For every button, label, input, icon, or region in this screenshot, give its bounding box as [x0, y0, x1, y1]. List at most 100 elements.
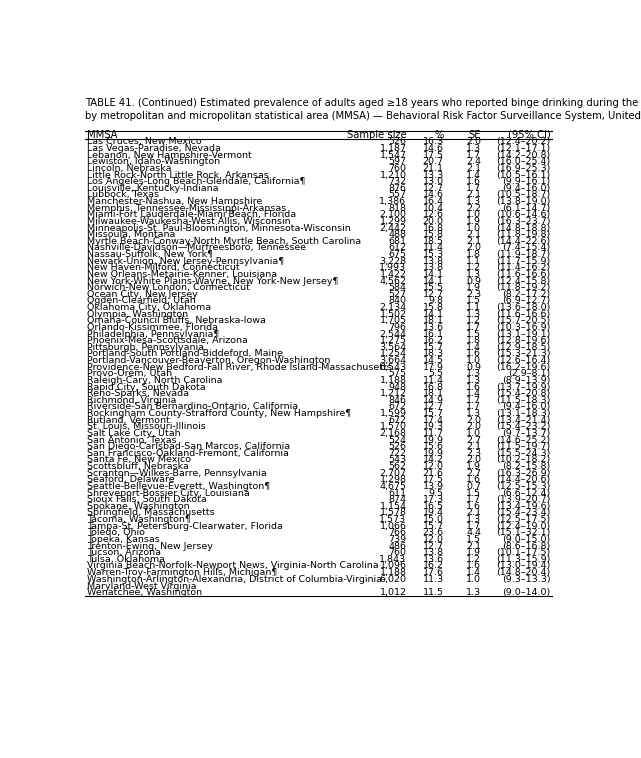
Text: 1,187: 1,187: [379, 144, 406, 153]
Text: Spokane, Washington: Spokane, Washington: [87, 502, 189, 511]
Text: (8.9–13.9): (8.9–13.9): [502, 376, 551, 385]
Text: (16.3–26.9): (16.3–26.9): [496, 468, 551, 478]
Text: 1.7: 1.7: [466, 402, 481, 412]
Text: (12.9–18.5): (12.9–18.5): [496, 343, 551, 352]
Text: 1,502: 1,502: [379, 310, 406, 318]
Text: Providence-New Bedford-Fall River, Rhode Island-Massachusetts: Providence-New Bedford-Fall River, Rhode…: [87, 362, 392, 371]
Text: (9.4–16.0): (9.4–16.0): [503, 402, 551, 412]
Text: 1.2: 1.2: [466, 316, 481, 325]
Text: 672: 672: [388, 415, 406, 424]
Text: 13.8: 13.8: [422, 548, 444, 557]
Text: 948: 948: [388, 383, 406, 392]
Text: 732: 732: [388, 177, 406, 186]
Text: 2.1: 2.1: [466, 541, 481, 550]
Text: 2.1: 2.1: [466, 236, 481, 246]
Text: 1.7: 1.7: [466, 396, 481, 405]
Text: 6,543: 6,543: [379, 362, 406, 371]
Text: Scottsbluff, Nebraska: Scottsbluff, Nebraska: [87, 462, 188, 471]
Text: by metropolitan and micropolitan statistical area (MMSA) — Behavioral Risk Facto: by metropolitan and micropolitan statist…: [85, 111, 641, 121]
Text: Omaha-Council Bluffs, Nebraska-Iowa: Omaha-Council Bluffs, Nebraska-Iowa: [87, 316, 265, 325]
Text: Rapid City, South Dakota: Rapid City, South Dakota: [87, 383, 205, 392]
Text: 722: 722: [388, 449, 406, 458]
Text: Lubbock, Texas: Lubbock, Texas: [87, 190, 158, 199]
Text: 1.5: 1.5: [466, 488, 481, 497]
Text: 1.3: 1.3: [466, 197, 481, 206]
Text: 1.0: 1.0: [466, 429, 481, 438]
Text: 1.3: 1.3: [466, 270, 481, 279]
Text: 16.8: 16.8: [423, 224, 444, 233]
Text: 14.6: 14.6: [423, 144, 444, 153]
Text: 20.0: 20.0: [423, 217, 444, 226]
Text: 876: 876: [388, 183, 406, 193]
Text: 584: 584: [388, 283, 406, 292]
Text: 13.8: 13.8: [422, 257, 444, 265]
Text: San Francisco-Oakland-Fremont, California: San Francisco-Oakland-Fremont, Californi…: [87, 449, 288, 458]
Text: Las Cruces, New Mexico: Las Cruces, New Mexico: [87, 137, 201, 146]
Text: Washington-Arlington-Alexandria, District of Columbia-Virginia-: Washington-Arlington-Alexandria, Distric…: [87, 575, 385, 584]
Text: (13.1–19.1): (13.1–19.1): [496, 330, 551, 339]
Text: (14.2–20.8): (14.2–20.8): [496, 151, 551, 160]
Text: 1.6: 1.6: [466, 502, 481, 511]
Text: (16.2–19.6): (16.2–19.6): [496, 362, 551, 371]
Text: 486: 486: [388, 541, 406, 550]
Text: 1.6: 1.6: [466, 177, 481, 186]
Text: MMSA: MMSA: [87, 130, 117, 139]
Text: 2.7: 2.7: [466, 468, 481, 478]
Text: 15.6: 15.6: [423, 442, 444, 451]
Text: 16.4: 16.4: [423, 197, 444, 206]
Text: (11.7–15.9): (11.7–15.9): [496, 257, 551, 265]
Text: Olympia, Washington: Olympia, Washington: [87, 310, 188, 318]
Text: (15.3–21.3): (15.3–21.3): [496, 349, 551, 359]
Text: 2.0: 2.0: [466, 456, 481, 465]
Text: 575: 575: [388, 369, 406, 378]
Text: 0.9: 0.9: [466, 277, 481, 286]
Text: 18.1: 18.1: [423, 316, 444, 325]
Text: Pittsburgh, Pennsylvania: Pittsburgh, Pennsylvania: [87, 343, 204, 352]
Text: (8.2–17.2): (8.2–17.2): [503, 290, 551, 299]
Text: 1.8: 1.8: [466, 250, 481, 259]
Text: 15.7: 15.7: [423, 522, 444, 531]
Text: 1,212: 1,212: [379, 389, 406, 398]
Text: 1,578: 1,578: [379, 509, 406, 518]
Text: (16.9–25.3): (16.9–25.3): [496, 164, 551, 173]
Text: 11.5: 11.5: [423, 588, 444, 597]
Text: 10.4: 10.4: [423, 204, 444, 213]
Text: 15.3: 15.3: [422, 250, 444, 259]
Text: Riverside-San Bernardino-Ontario, California: Riverside-San Bernardino-Ontario, Califo…: [87, 402, 297, 412]
Text: 1,096: 1,096: [379, 562, 406, 570]
Text: Las Vegas-Paradise, Nevada: Las Vegas-Paradise, Nevada: [87, 144, 221, 153]
Text: 1,066: 1,066: [379, 522, 406, 531]
Text: 1.4: 1.4: [466, 389, 481, 398]
Text: 2.1: 2.1: [466, 190, 481, 199]
Text: St. Louis, Missouri-Illinois: St. Louis, Missouri-Illinois: [87, 422, 205, 431]
Text: 1.7: 1.7: [466, 522, 481, 531]
Text: (6.6–12.4): (6.6–12.4): [503, 488, 551, 497]
Text: Orlando-Kissimmee, Florida: Orlando-Kissimmee, Florida: [87, 323, 217, 332]
Text: Lebanon, New Hampshire-Vermont: Lebanon, New Hampshire-Vermont: [87, 151, 251, 160]
Text: New Haven-Milford, Connecticut: New Haven-Milford, Connecticut: [87, 263, 239, 272]
Text: 11.7: 11.7: [423, 429, 444, 438]
Text: 3,564: 3,564: [379, 343, 406, 352]
Text: 1.0: 1.0: [466, 575, 481, 584]
Text: Provo-Orem, Utah: Provo-Orem, Utah: [87, 369, 172, 378]
Text: 18.3: 18.3: [422, 349, 444, 359]
Text: Springfield, Massachusetts: Springfield, Massachusetts: [87, 509, 214, 518]
Text: 1.9: 1.9: [466, 217, 481, 226]
Text: 16.2: 16.2: [423, 562, 444, 570]
Text: 17.6: 17.6: [423, 568, 444, 577]
Text: (12.4–15.8): (12.4–15.8): [496, 277, 551, 286]
Text: 1.7: 1.7: [466, 151, 481, 160]
Text: Lincoln, Nebraska: Lincoln, Nebraska: [87, 164, 171, 173]
Text: 543: 543: [388, 456, 406, 465]
Text: 1,275: 1,275: [379, 336, 406, 345]
Text: (10.1–17.5): (10.1–17.5): [496, 548, 551, 557]
Text: 3,664: 3,664: [379, 356, 406, 365]
Text: 846: 846: [388, 396, 406, 405]
Text: 2,707: 2,707: [379, 468, 406, 478]
Text: 13.8: 13.8: [422, 263, 444, 272]
Text: (11.8–19.8): (11.8–19.8): [496, 230, 551, 240]
Text: 3,228: 3,228: [379, 257, 406, 265]
Text: New York-White Plains-Wayne, New York-New Jersey¶: New York-White Plains-Wayne, New York-Ne…: [87, 277, 338, 286]
Text: Rutland, Vermont: Rutland, Vermont: [87, 415, 169, 424]
Text: (11.4–16.2): (11.4–16.2): [496, 263, 551, 272]
